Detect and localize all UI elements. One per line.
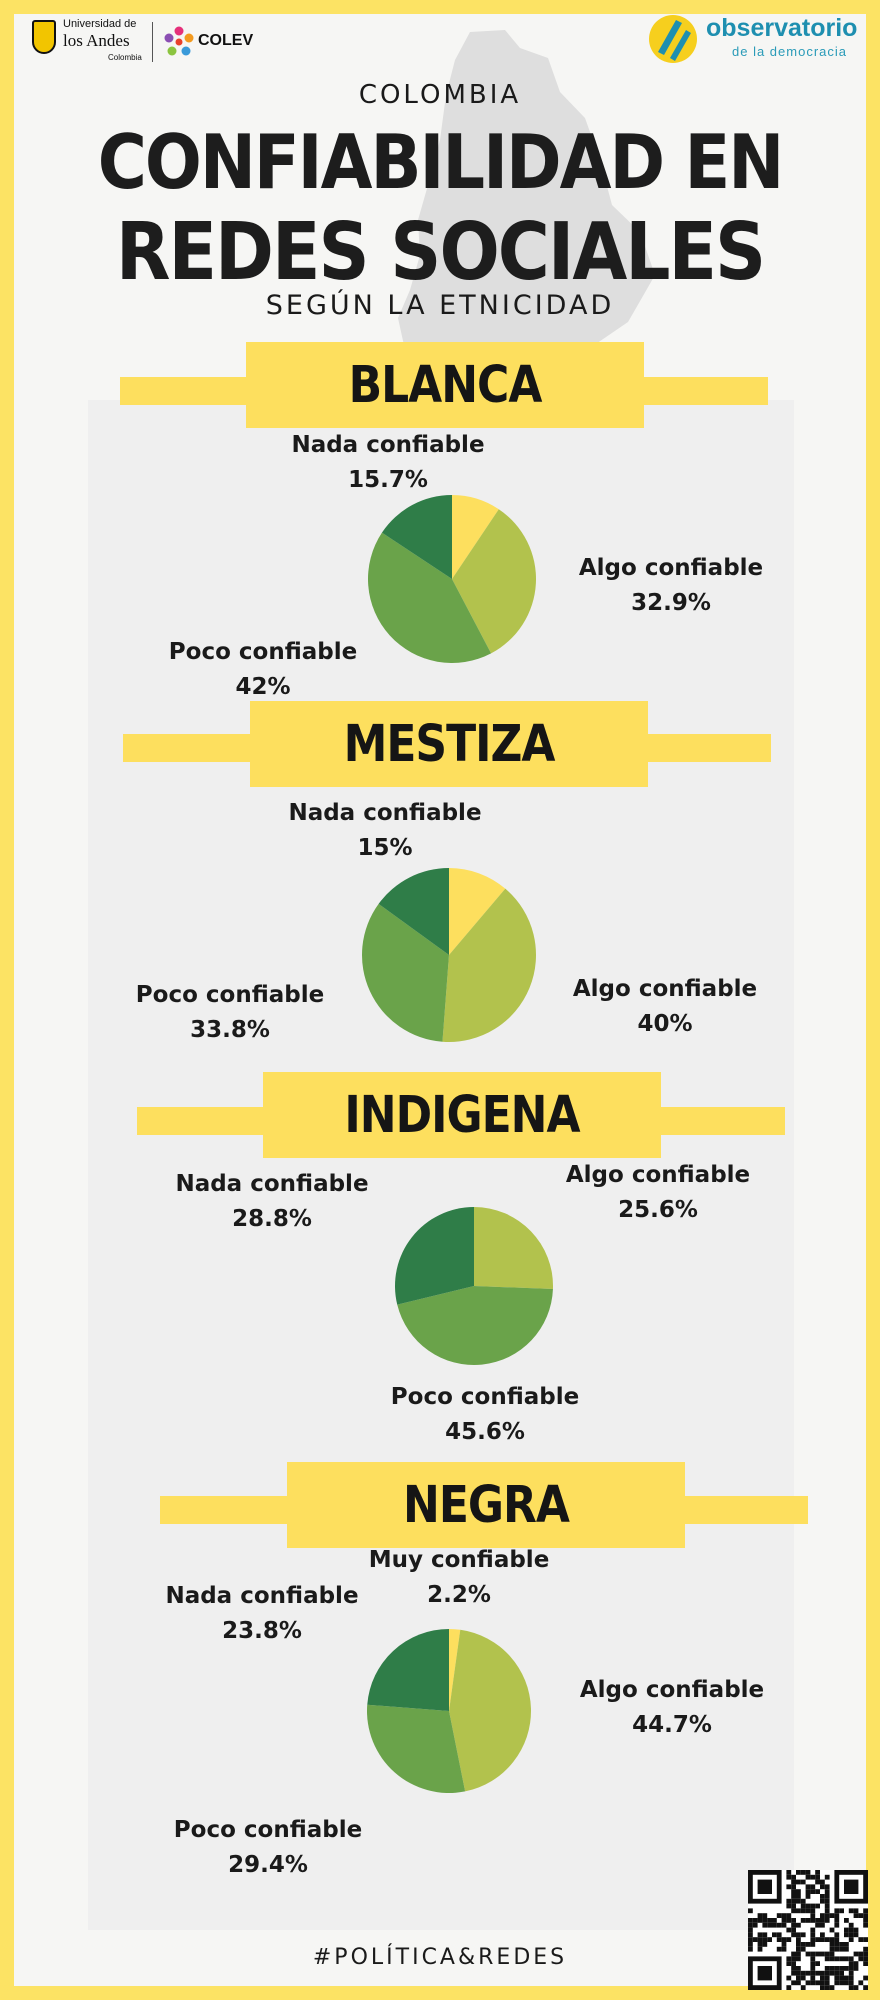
pie-slice-algo-confiable bbox=[449, 1629, 531, 1792]
pie-slice-poco-confiable bbox=[397, 1286, 553, 1365]
colev-logo-text: COLEV bbox=[198, 32, 254, 49]
uniandes-logo: Universidad de los Andes Colombia bbox=[32, 18, 162, 64]
banner-indigena: INDIGENA bbox=[263, 1072, 661, 1158]
banner-blanca: BLANCA bbox=[246, 342, 644, 428]
label-value: 15.7% bbox=[348, 467, 428, 493]
label-nada-indigena: Nada confiable 28.8% bbox=[157, 1167, 387, 1237]
subtitle: SEGÚN LA ETNICIDAD bbox=[265, 290, 615, 321]
label-name: Nada confiable bbox=[291, 432, 485, 458]
label-poco-mestiza: Poco confiable 33.8% bbox=[115, 978, 345, 1048]
label-value: 44.7% bbox=[632, 1712, 712, 1738]
pie-slice-nada-confiable bbox=[395, 1207, 474, 1305]
label-name: Poco confiable bbox=[168, 639, 358, 665]
logo-divider bbox=[152, 22, 153, 62]
label-poco-blanca: Poco confiable 42% bbox=[148, 635, 378, 705]
section-title-mestiza: MESTIZA bbox=[343, 714, 556, 774]
label-poco-negra: Poco confiable 29.4% bbox=[153, 1813, 383, 1883]
observatorio-logo-main: observatorio bbox=[706, 14, 858, 42]
uniandes-logo-top: Universidad de bbox=[63, 18, 137, 30]
label-name: Poco confiable bbox=[390, 1384, 580, 1410]
label-value: 28.8% bbox=[232, 1206, 312, 1232]
label-value: 2.2% bbox=[427, 1582, 491, 1608]
shield-icon bbox=[32, 20, 56, 54]
pie-slice-algo-confiable bbox=[442, 888, 536, 1042]
uniandes-logo-sub: Colombia bbox=[108, 53, 142, 62]
label-value: 45.6% bbox=[445, 1419, 525, 1445]
label-nada-blanca: Nada confiable 15.7% bbox=[273, 428, 503, 498]
pie-slice-poco-confiable bbox=[368, 532, 492, 663]
label-name: Algo confiable bbox=[565, 1162, 751, 1188]
label-name: Muy confiable bbox=[368, 1547, 550, 1573]
label-value: 29.4% bbox=[228, 1852, 308, 1878]
label-value: 33.8% bbox=[190, 1017, 270, 1043]
pie-slice-muy-confiable bbox=[449, 868, 506, 955]
label-name: Algo confiable bbox=[578, 555, 764, 581]
label-algo-negra: Algo confiable 44.7% bbox=[557, 1673, 787, 1743]
colev-logo: COLEV bbox=[162, 24, 262, 60]
pie-chart-indigena bbox=[395, 1207, 553, 1365]
label-nada-mestiza: Nada confiable 15% bbox=[270, 796, 500, 866]
banner-negra: NEGRA bbox=[287, 1462, 685, 1548]
label-value: 32.9% bbox=[631, 590, 711, 616]
pie-slice-muy-confiable bbox=[449, 1629, 461, 1711]
section-title-blanca: BLANCA bbox=[348, 355, 543, 415]
pie-chart-negra bbox=[367, 1629, 531, 1793]
observatorio-logo: observatorio de la democracia bbox=[646, 12, 878, 68]
colev-flower-icon bbox=[164, 26, 194, 56]
label-value: 23.8% bbox=[222, 1618, 302, 1644]
pie-slice-algo-confiable bbox=[474, 1207, 553, 1289]
pie-slice-poco-confiable bbox=[362, 903, 449, 1042]
label-name: Poco confiable bbox=[135, 982, 325, 1008]
label-name: Algo confiable bbox=[572, 976, 758, 1002]
observatorio-logo-sub: de la democracia bbox=[732, 44, 847, 59]
pie-chart-mestiza bbox=[362, 868, 536, 1042]
banner-mestiza: MESTIZA bbox=[250, 701, 648, 787]
label-algo-mestiza: Algo confiable 40% bbox=[550, 972, 780, 1042]
qr-code[interactable] bbox=[748, 1870, 868, 1990]
pie-slice-nada-confiable bbox=[378, 868, 449, 955]
main-title-line-1: CONFIABILIDAD EN bbox=[97, 118, 785, 206]
pie-chart-blanca bbox=[368, 495, 536, 663]
label-muy-negra: Muy confiable 2.2% bbox=[344, 1543, 574, 1613]
hashtag: #POLÍTICA&REDES bbox=[312, 1945, 568, 1970]
label-name: Algo confiable bbox=[579, 1677, 765, 1703]
main-title-line-2: REDES SOCIALES bbox=[115, 205, 766, 298]
label-algo-blanca: Algo confiable 32.9% bbox=[556, 551, 786, 621]
label-name: Poco confiable bbox=[173, 1817, 363, 1843]
label-value: 40% bbox=[637, 1011, 693, 1037]
label-nada-negra: Nada confiable 23.8% bbox=[147, 1579, 377, 1649]
label-name: Nada confiable bbox=[175, 1171, 369, 1197]
section-title-indigena: INDIGENA bbox=[344, 1085, 580, 1145]
section-title-negra: NEGRA bbox=[403, 1475, 570, 1535]
pie-slice-nada-confiable bbox=[381, 495, 452, 579]
label-algo-indigena: Algo confiable 25.6% bbox=[543, 1158, 773, 1228]
pie-slice-nada-confiable bbox=[367, 1629, 449, 1711]
pie-slice-algo-confiable bbox=[452, 509, 536, 654]
label-name: Nada confiable bbox=[165, 1583, 359, 1609]
pie-slice-poco-confiable bbox=[367, 1704, 466, 1793]
label-poco-indigena: Poco confiable 45.6% bbox=[370, 1380, 600, 1450]
pie-slice-muy-confiable bbox=[452, 495, 499, 579]
uniandes-logo-main: los Andes bbox=[63, 31, 130, 50]
label-name: Nada confiable bbox=[288, 800, 482, 826]
observatorio-emblem-icon bbox=[649, 15, 697, 63]
label-value: 25.6% bbox=[618, 1197, 698, 1223]
label-value: 42% bbox=[235, 674, 291, 700]
label-value: 15% bbox=[357, 835, 413, 861]
country-heading: COLOMBIA bbox=[358, 80, 522, 110]
